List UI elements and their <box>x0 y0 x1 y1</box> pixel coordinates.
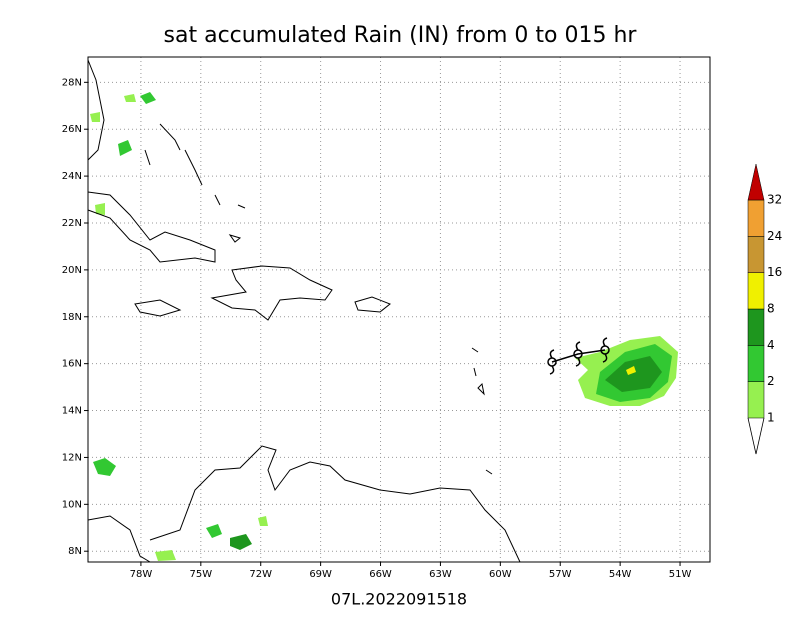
colorbar-segment <box>747 381 765 419</box>
lat-tick-label: 24N <box>62 171 82 182</box>
grid <box>88 57 710 562</box>
map-frame <box>87 56 711 563</box>
lon-tick-label: 51W <box>669 569 692 580</box>
colorbar-label: 32 <box>767 193 782 207</box>
colorbar-segment <box>747 345 765 382</box>
lon-tick-label: 69W <box>309 569 332 580</box>
lat-tick-label: 16N <box>62 359 82 370</box>
lat-tick-label: 8N <box>68 546 82 557</box>
colorbar-label: 4 <box>767 338 775 352</box>
lat-tick-label: 10N <box>62 499 82 510</box>
colorbar-segment <box>747 236 765 273</box>
lon-tick-label: 66W <box>369 569 392 580</box>
colorbar-label: 2 <box>767 374 775 388</box>
lon-tick-label: 63W <box>429 569 452 580</box>
lat-tick-label: 20N <box>62 265 82 276</box>
lat-tick-label: 22N <box>62 218 82 229</box>
lon-tick-label: 54W <box>609 569 632 580</box>
footer: 07L.2022091518 <box>331 590 467 609</box>
colorbar-over <box>747 163 765 201</box>
lat-tick-label: 12N <box>62 452 82 463</box>
lat-tick-label: 18N <box>62 312 82 323</box>
lon-tick-label: 60W <box>489 569 512 580</box>
storm-track <box>547 337 610 375</box>
lon-tick-label: 72W <box>249 569 272 580</box>
lon-tick-label: 75W <box>190 569 213 580</box>
colorbar-segment <box>747 199 765 237</box>
colorbar-under <box>747 417 765 455</box>
lat-tick-label: 26N <box>62 124 82 135</box>
title: sat accumulated Rain (IN) from 0 to 015 … <box>164 23 638 48</box>
colorbar-label: 24 <box>767 229 782 243</box>
colorbar-label: 8 <box>767 302 775 316</box>
lon-tick-label: 78W <box>130 569 153 580</box>
lat-tick-label: 14N <box>62 406 82 417</box>
rain <box>90 92 678 561</box>
lon-tick-label: 57W <box>549 569 572 580</box>
colorbar-segment <box>747 308 765 346</box>
colorbar-segment <box>747 272 765 310</box>
colorbar-label: 16 <box>767 265 782 279</box>
coastlines <box>87 59 521 563</box>
lat-tick-label: 28N <box>62 77 82 88</box>
colorbar-label: 1 <box>767 411 775 425</box>
